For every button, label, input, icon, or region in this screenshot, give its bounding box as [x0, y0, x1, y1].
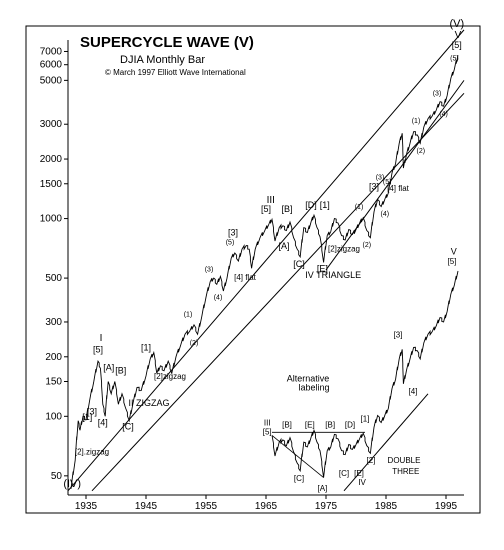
wave-label: [2]zigzag — [154, 372, 186, 381]
wave-label: (4) — [439, 111, 448, 118]
wave-label: I — [100, 333, 103, 344]
y-tick-label: 500 — [45, 273, 62, 284]
wave-label: (4) — [214, 294, 223, 301]
wave-label: (2) — [417, 148, 426, 155]
wave-label: [3] — [228, 228, 238, 238]
wave-label: [4] flat — [387, 184, 410, 193]
wave-label: (1) — [355, 204, 364, 211]
wave-label: II ZIGZAG — [128, 398, 169, 408]
alt-wave-label: [4] — [409, 387, 418, 396]
y-tick-label: 5000 — [40, 75, 63, 86]
wave-label: (2) — [190, 340, 199, 347]
wave-label: [D] — [305, 200, 317, 210]
x-tick-label: 1945 — [135, 501, 158, 512]
y-tick-label: 1000 — [40, 214, 63, 225]
alt-wave-label: [E] — [305, 420, 315, 429]
chart-subtitle: DJIA Monthly Bar — [120, 54, 205, 66]
wave-label: (5) — [450, 56, 459, 63]
wave-label: [1] — [320, 200, 330, 210]
wave-label: (2) — [363, 242, 372, 249]
wave-label: V — [455, 30, 462, 41]
alt-wave-label: [D] — [345, 420, 355, 429]
x-tick-label: 1965 — [255, 501, 278, 512]
wave-label: (3) — [205, 266, 214, 273]
chart-copyright: © March 1997 Elliott Wave International — [105, 68, 246, 77]
y-tick-label: 100 — [45, 411, 62, 422]
wave-label: (IV) — [63, 478, 81, 490]
y-tick-label: 6000 — [40, 60, 63, 71]
wave-label: IV TRIANGLE — [305, 270, 361, 280]
y-tick-label: 7000 — [40, 46, 63, 57]
alt-wave-label: [3] — [394, 331, 403, 340]
y-tick-label: 150 — [45, 376, 62, 387]
alt-wave-label: labeling — [298, 383, 329, 393]
alt-wave-label: THREE — [392, 467, 419, 476]
wave-label: [A] — [103, 363, 114, 373]
wave-label: [5] — [93, 345, 103, 355]
wave-label: [2].zigzag — [75, 448, 109, 457]
alt-wave-label: DOUBLE — [388, 456, 421, 465]
alt-wave-label: V — [451, 246, 457, 256]
chart-container: { "title": "SUPERCYCLE WAVE (V)", "subti… — [0, 0, 504, 550]
y-tick-label: 1500 — [40, 179, 63, 190]
trend-line-1 — [92, 93, 464, 490]
wave-label: [B] — [115, 365, 126, 375]
wave-label: III — [267, 195, 275, 206]
y-tick-label: 300 — [45, 317, 62, 328]
wave-label: [C] — [293, 259, 305, 269]
alt-wave-label: [5] — [448, 257, 457, 266]
alt-wave-label: [1] — [361, 415, 370, 424]
wave-label: [2]zigzag — [328, 245, 360, 254]
wave-label: [3] — [87, 407, 97, 417]
alt-wave-label: [2] — [367, 456, 376, 465]
wave-label: [4] — [98, 417, 108, 427]
x-tick-label: 1935 — [75, 501, 98, 512]
y-tick-label: 2000 — [40, 154, 63, 165]
alt-wave-label: [B] — [325, 420, 335, 429]
y-tick-label: 200 — [45, 352, 62, 363]
alt-wave-label: [E] — [354, 469, 364, 478]
wave-label: [1] — [141, 343, 151, 353]
x-tick-label: 1985 — [375, 501, 398, 512]
alt-wave-label: [B] — [282, 420, 292, 429]
alt-wave-label: [A] — [318, 484, 328, 493]
wave-label: [B] — [281, 204, 292, 214]
x-tick-label: 1975 — [315, 501, 338, 512]
alt-wave-label: III — [264, 418, 271, 427]
x-tick-label: 1995 — [435, 501, 458, 512]
wave-label: [5] — [452, 40, 462, 50]
alt-wave-label: [C] — [339, 469, 349, 478]
wave-label: [C] — [122, 421, 134, 431]
wave-label: (3) — [433, 90, 442, 97]
alt-wave-label: IV — [358, 478, 366, 487]
alt-wave-label: [5] — [263, 427, 272, 436]
y-tick-label: 50 — [51, 471, 63, 482]
alt-wave-label: [C] — [294, 474, 304, 483]
chart-svg: 50 100 150 200 300 500 1000 1500 2000 3000 5000 600… — [0, 0, 504, 550]
wave-label: [A] — [278, 241, 289, 251]
y-tick-label: 3000 — [40, 119, 63, 130]
wave-label: (V) — [449, 18, 464, 30]
chart-frame — [26, 26, 480, 513]
x-tick-label: 1955 — [195, 501, 218, 512]
wave-label: (5) — [226, 239, 235, 246]
wave-label: (1) — [412, 118, 421, 125]
chart-title: SUPERCYCLE WAVE (V) — [80, 34, 254, 51]
wave-label: [3] — [369, 182, 379, 192]
wave-label: (1) — [184, 311, 193, 318]
wave-label: [4] flat — [234, 273, 257, 282]
wave-label: (4) — [381, 211, 390, 218]
trend-line-2 — [326, 80, 464, 270]
